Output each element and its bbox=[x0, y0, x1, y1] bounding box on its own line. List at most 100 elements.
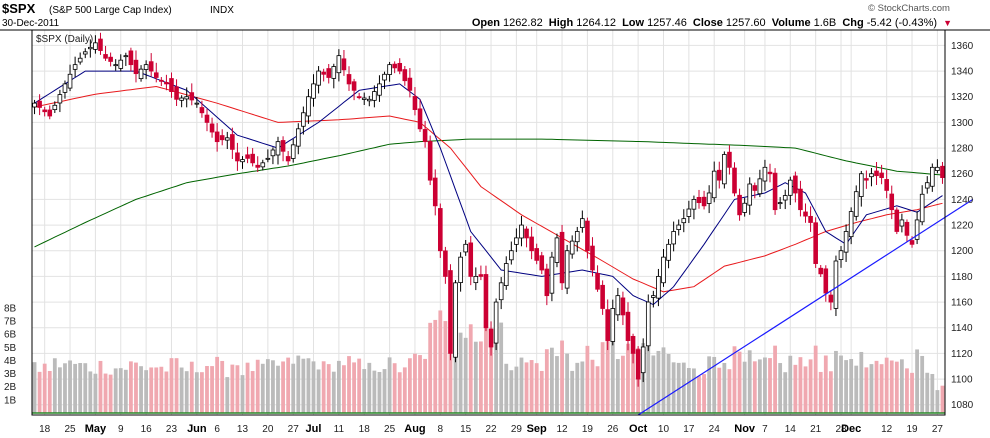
volume-bar bbox=[402, 367, 407, 413]
date-tick-label: 25 bbox=[64, 424, 76, 435]
candle-body bbox=[732, 167, 737, 194]
price-tick-label: 1180 bbox=[951, 272, 973, 283]
volume-bar bbox=[413, 353, 417, 413]
volume-bar bbox=[57, 367, 62, 413]
volume-bar bbox=[179, 367, 184, 413]
candle-body bbox=[285, 156, 291, 162]
volume-bar bbox=[707, 356, 712, 413]
volume-bar bbox=[575, 362, 580, 413]
candle-body bbox=[808, 215, 813, 223]
volume-bar bbox=[874, 360, 879, 413]
candle-body bbox=[432, 177, 438, 207]
candle-body bbox=[184, 96, 190, 100]
date-tick-label: 21 bbox=[810, 424, 822, 435]
date-tick-label: 19 bbox=[582, 424, 594, 435]
volume-bar bbox=[367, 362, 372, 413]
candle-body bbox=[128, 50, 134, 66]
volume-bar bbox=[504, 363, 509, 413]
volume-bar bbox=[271, 360, 275, 413]
stockcharts-watermark: © StockCharts.com bbox=[868, 3, 950, 14]
candle-body bbox=[640, 346, 646, 374]
candle-body bbox=[483, 274, 489, 329]
volume-bar bbox=[899, 359, 904, 413]
date-tick-label: 16 bbox=[141, 424, 153, 435]
volume-bar bbox=[286, 357, 291, 413]
volume-bar bbox=[935, 390, 940, 413]
candle-body bbox=[118, 59, 124, 69]
volume-bar bbox=[113, 368, 118, 413]
candle-body bbox=[691, 198, 697, 210]
volume-bar bbox=[910, 372, 914, 413]
candle-body bbox=[336, 55, 342, 74]
date-tick-label: 6 bbox=[214, 424, 220, 435]
price-tick-label: 1280 bbox=[951, 144, 974, 155]
candle-body bbox=[869, 173, 874, 178]
candle-body bbox=[88, 46, 93, 50]
volume-bar bbox=[88, 371, 93, 413]
volume-bar bbox=[265, 359, 270, 413]
volume-bar bbox=[570, 370, 575, 413]
volume-bar bbox=[484, 317, 488, 413]
trendline bbox=[637, 198, 974, 416]
price-tick-label: 1220 bbox=[951, 221, 974, 232]
candle-body bbox=[590, 245, 595, 271]
candle-body bbox=[387, 64, 392, 75]
candle-body bbox=[737, 194, 742, 216]
down-triangle-icon: ▼ bbox=[943, 18, 952, 28]
candle-body bbox=[123, 55, 129, 58]
candle-body bbox=[331, 66, 337, 79]
date-tick-label: 29 bbox=[511, 424, 523, 435]
volume-label: Volume bbox=[771, 17, 811, 29]
volume-bar bbox=[514, 366, 519, 413]
candle-body bbox=[777, 202, 783, 205]
volume-bar bbox=[646, 326, 651, 413]
candlesticks bbox=[32, 32, 945, 387]
volume-bar bbox=[220, 360, 225, 413]
panel-label: $SPX (Daily) bbox=[36, 34, 93, 45]
volume-bar bbox=[392, 363, 397, 413]
candle-body bbox=[803, 211, 808, 217]
volume-bar bbox=[336, 360, 341, 413]
candle-body bbox=[402, 69, 408, 82]
candle-body bbox=[448, 270, 453, 354]
candle-body bbox=[153, 72, 159, 78]
candle-body bbox=[427, 141, 433, 181]
candle-body bbox=[321, 71, 326, 75]
candle-body bbox=[468, 242, 474, 277]
volume-bar bbox=[752, 361, 757, 413]
volume-bar bbox=[63, 363, 67, 413]
volume-bar bbox=[260, 363, 265, 413]
date-tick-label: 12 bbox=[881, 424, 893, 435]
volume-value: 1.6B bbox=[813, 17, 837, 29]
candle-body bbox=[47, 109, 53, 117]
volume-bar bbox=[331, 371, 336, 413]
volume-bar bbox=[686, 367, 691, 413]
candle-body bbox=[488, 328, 494, 348]
ma-long-line bbox=[34, 138, 943, 248]
candle-body bbox=[93, 42, 98, 50]
candle-body bbox=[290, 144, 296, 159]
volume-bar bbox=[473, 341, 478, 413]
price-tick-label: 1140 bbox=[951, 323, 973, 334]
candle-body bbox=[519, 224, 524, 239]
high-label: High bbox=[548, 17, 574, 29]
volume-bar bbox=[438, 310, 443, 413]
candle-body bbox=[645, 301, 651, 347]
date-tick-label: 27 bbox=[288, 424, 300, 435]
candle-body bbox=[635, 349, 641, 380]
candle-body bbox=[580, 218, 585, 228]
candle-body bbox=[722, 154, 727, 185]
volume-bar bbox=[671, 362, 676, 413]
volume-bar bbox=[651, 355, 656, 413]
candle-body bbox=[412, 96, 418, 110]
price-tick-label: 1340 bbox=[951, 67, 974, 78]
candle-body bbox=[169, 78, 174, 92]
volume-bar bbox=[737, 351, 742, 413]
volume-bar bbox=[585, 345, 590, 413]
candle-body bbox=[666, 243, 671, 261]
volume-bar bbox=[534, 363, 539, 413]
candle-body bbox=[686, 208, 692, 217]
volume-bar bbox=[68, 360, 72, 413]
candle-body bbox=[204, 114, 210, 123]
